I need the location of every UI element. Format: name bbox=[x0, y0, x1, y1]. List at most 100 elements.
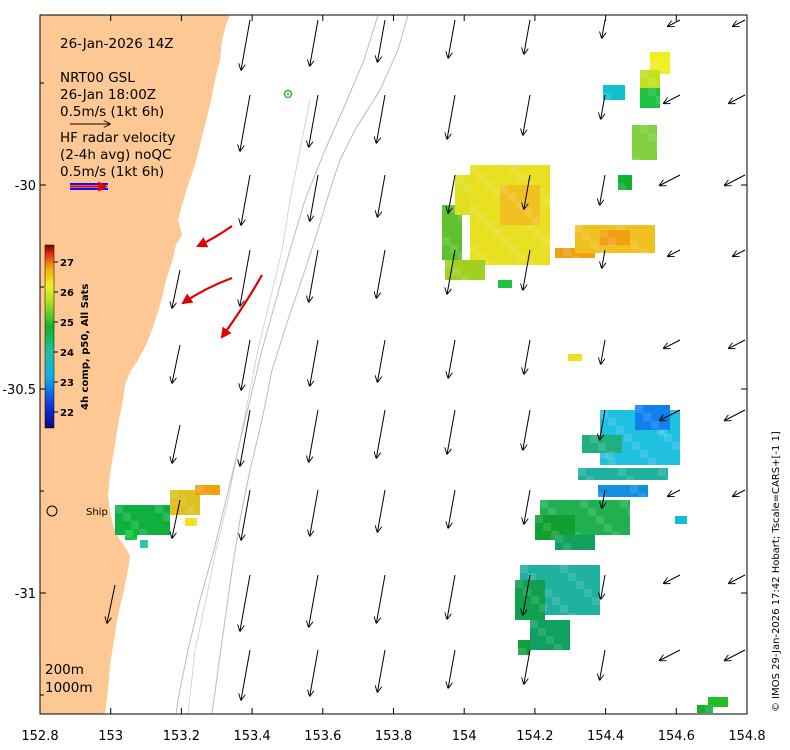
current-arrow bbox=[668, 249, 681, 256]
sst-texture bbox=[608, 238, 616, 246]
current-arrow bbox=[376, 94, 386, 143]
sst-texture bbox=[520, 565, 528, 573]
current-arrow bbox=[376, 249, 386, 298]
current-arrow bbox=[733, 19, 746, 26]
sst-texture bbox=[666, 476, 674, 484]
sst-texture bbox=[486, 261, 494, 269]
current-arrow bbox=[377, 649, 386, 692]
sst-pixel bbox=[632, 125, 657, 160]
sst-texture bbox=[603, 93, 611, 101]
sst-texture bbox=[502, 237, 510, 245]
y-tick-label: -30.5 bbox=[2, 383, 36, 398]
colorbar-icon bbox=[44, 244, 55, 429]
x-axis-labels: 152.8 153 153.2 153.4 153.6 153.8 154 154.2 154.… bbox=[21, 729, 765, 744]
current-arrow bbox=[172, 424, 181, 463]
current-arrow bbox=[310, 649, 319, 696]
current-arrow bbox=[241, 489, 251, 540]
current-arrow bbox=[241, 649, 251, 700]
x-tick-label: 153 bbox=[98, 729, 123, 744]
y-tick-label: -30 bbox=[15, 179, 36, 194]
sst-texture bbox=[115, 505, 123, 513]
current-arrow bbox=[524, 174, 531, 209]
sst-texture bbox=[530, 620, 538, 628]
sst-texture bbox=[659, 429, 667, 437]
timestamp: 26-Jan-2026 14Z bbox=[60, 36, 174, 52]
colorbar-tick-label: 23 bbox=[60, 378, 74, 389]
x-tick-label: 153.4 bbox=[233, 729, 270, 744]
sst-texture bbox=[540, 500, 548, 508]
sst-pixel bbox=[618, 175, 632, 190]
sst-texture bbox=[600, 450, 608, 458]
sst-texture bbox=[155, 505, 163, 513]
sst-texture bbox=[445, 260, 453, 268]
sst-texture bbox=[583, 233, 591, 241]
sst-texture bbox=[640, 450, 648, 458]
colorbar-tick-label: 24 bbox=[60, 348, 74, 359]
current-arrow bbox=[601, 94, 606, 119]
sst-texture bbox=[528, 573, 536, 581]
current-arrow bbox=[447, 94, 456, 139]
current-arrow bbox=[600, 649, 606, 680]
current-arrow bbox=[309, 409, 319, 462]
sst-texture bbox=[598, 443, 606, 451]
sst-texture bbox=[631, 241, 639, 249]
x-tick-label: 154.8 bbox=[728, 729, 765, 744]
sst-pixel bbox=[582, 435, 622, 453]
x-tick-label: 154.2 bbox=[516, 729, 553, 744]
sst-texture bbox=[656, 96, 664, 104]
sst-texture bbox=[651, 421, 659, 429]
sst-pixel bbox=[578, 468, 668, 480]
sst-texture bbox=[170, 490, 178, 498]
sst-texture bbox=[580, 500, 588, 508]
current-arrow bbox=[523, 409, 531, 450]
sst-texture bbox=[568, 613, 576, 621]
sst-texture bbox=[455, 175, 463, 183]
sst-texture bbox=[586, 476, 594, 484]
sst-texture bbox=[588, 508, 596, 516]
sst-texture bbox=[532, 217, 540, 225]
sst-texture bbox=[203, 493, 211, 501]
sst-texture bbox=[123, 513, 131, 521]
current-arrow bbox=[602, 489, 605, 508]
sst-texture bbox=[635, 405, 643, 413]
current-arrow bbox=[600, 174, 606, 205]
sst-texture bbox=[658, 468, 666, 476]
colorbar-tick-label: 27 bbox=[60, 258, 74, 269]
sst-texture bbox=[598, 493, 606, 501]
sst-texture bbox=[131, 521, 139, 529]
sst-texture bbox=[568, 573, 576, 581]
x-tick-label: 153.8 bbox=[375, 729, 412, 744]
sst-texture bbox=[563, 543, 571, 551]
sst-texture bbox=[591, 241, 599, 249]
sst-texture bbox=[478, 253, 486, 261]
sst-texture bbox=[590, 435, 598, 443]
sst-texture bbox=[531, 596, 539, 604]
credit-text: © IMOS 29-Jan-2026 17:42 Hobart; Tscale=… bbox=[771, 431, 782, 712]
current-arrow bbox=[377, 489, 386, 532]
sst-texture bbox=[640, 125, 648, 133]
x-tick-label: 154.6 bbox=[658, 729, 695, 744]
product-name: NRT00 GSL bbox=[60, 70, 135, 86]
sst-texture bbox=[163, 513, 171, 521]
sst-texture bbox=[616, 426, 624, 434]
sst-texture bbox=[615, 225, 623, 233]
current-arrow bbox=[733, 249, 746, 256]
sst-pixel bbox=[115, 505, 170, 535]
current-arrow bbox=[664, 574, 681, 583]
sst-texture bbox=[604, 524, 612, 532]
sst-texture bbox=[186, 506, 194, 514]
current-arrow bbox=[310, 19, 319, 66]
ship-marker-icon bbox=[46, 505, 58, 517]
sst-pixel bbox=[708, 697, 728, 707]
sst-texture bbox=[554, 644, 562, 652]
current-arrow bbox=[240, 94, 251, 151]
current-arrow bbox=[172, 499, 181, 538]
depth-legend-1000: 1000m bbox=[45, 680, 93, 696]
current-arrow bbox=[447, 249, 456, 294]
current-arrow bbox=[524, 19, 531, 54]
sst-texture bbox=[548, 508, 556, 516]
sst-pixel bbox=[640, 88, 660, 108]
x-tick-label: 153.2 bbox=[163, 729, 200, 744]
current-arrow bbox=[310, 339, 319, 386]
sst-texture bbox=[628, 508, 636, 516]
